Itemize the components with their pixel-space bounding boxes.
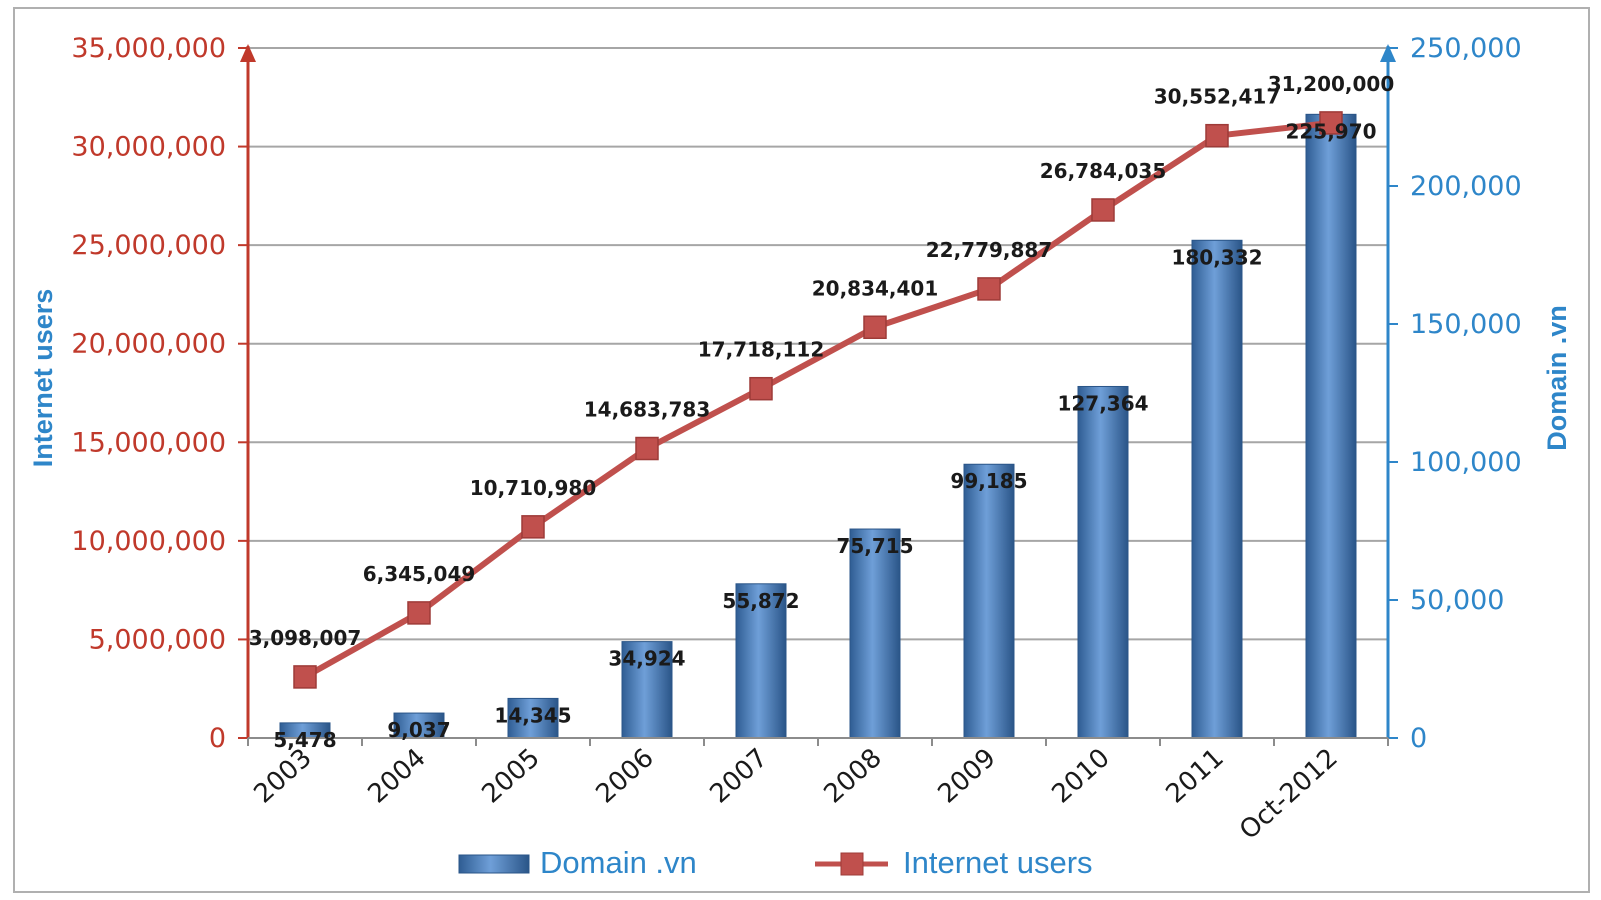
- bar: [849, 528, 901, 739]
- line-data-label: 20,834,401: [812, 276, 939, 300]
- right-tick-label: 250,000: [1410, 33, 1522, 64]
- line-data-label: 3,098,007: [249, 626, 362, 650]
- bar-data-label: 34,924: [608, 647, 685, 671]
- line-point-marker: [863, 315, 887, 340]
- line-data-label: 22,779,887: [926, 238, 1053, 262]
- legend-label-internet-users: Internet users: [903, 845, 1093, 880]
- left-tick-label: 10,000,000: [71, 526, 226, 557]
- right-tick-label: 0: [1410, 723, 1427, 754]
- line-point-marker: [293, 665, 317, 689]
- left-tick-label: 30,000,000: [71, 132, 226, 163]
- line-point-marker: [749, 376, 773, 401]
- legend-swatch-marker: [840, 852, 864, 876]
- line-data-label: 30,552,417: [1154, 85, 1281, 109]
- bar-data-label: 127,364: [1057, 391, 1148, 415]
- legend-item-internet-users: Internet users: [815, 845, 1093, 880]
- line-point-marker: [1319, 111, 1343, 135]
- line-point-marker: [977, 277, 1001, 301]
- left-axis-title: Internet users: [28, 289, 58, 468]
- line-data-label: 6,345,049: [363, 562, 476, 586]
- bar-data-label: 75,715: [836, 534, 913, 558]
- bar-data-label: 9,037: [387, 718, 450, 742]
- right-tick-label: 200,000: [1410, 171, 1522, 202]
- bar: [963, 463, 1015, 739]
- left-tick-label: 20,000,000: [71, 329, 226, 360]
- bar-data-label: 55,872: [722, 589, 799, 613]
- line-data-label: 31,200,000: [1268, 72, 1395, 96]
- right-tick-label: 50,000: [1410, 585, 1504, 616]
- bar: [735, 583, 787, 739]
- bar: [393, 712, 445, 739]
- left-axis-arrow: [240, 44, 256, 62]
- line-point-marker: [1205, 123, 1229, 148]
- data-labels: 5,478 9,037 14,345 34,924 55,872 75,715 99,185…: [249, 72, 1395, 752]
- bar-data-label: 14,345: [494, 703, 571, 727]
- right-axis-title: Domain .vn: [1542, 305, 1572, 451]
- left-tick-label: 35,000,000: [71, 33, 226, 64]
- bar-data-label: 5,478: [273, 728, 336, 752]
- bar: [1305, 113, 1357, 739]
- right-tick-label: 150,000: [1410, 309, 1522, 340]
- line-point-marker: [521, 515, 545, 539]
- bar: [1191, 239, 1243, 739]
- line-data-label: 26,784,035: [1040, 159, 1167, 183]
- internet-users-line: [303, 119, 1332, 680]
- left-tick-label: 0: [209, 723, 226, 754]
- legend-label-domain: Domain .vn: [540, 845, 697, 880]
- bar-data-label: 99,185: [950, 469, 1027, 493]
- legend-swatch-bar: [458, 854, 530, 874]
- right-tick-label: 100,000: [1410, 447, 1522, 478]
- bar-series: [279, 113, 1357, 739]
- bar-data-label: 225,970: [1285, 119, 1376, 143]
- bar: [1077, 385, 1129, 739]
- line-data-label: 10,710,980: [470, 476, 597, 500]
- left-tick-label: 5,000,000: [89, 624, 226, 655]
- left-tick-label: 25,000,000: [71, 230, 226, 261]
- right-axis-arrow: [1380, 44, 1396, 62]
- line-data-label: 17,718,112: [698, 338, 825, 362]
- left-tick-label: 15,000,000: [71, 427, 226, 458]
- line-series: [293, 111, 1343, 689]
- line-point-marker: [1091, 198, 1115, 222]
- line-point-marker: [635, 436, 659, 461]
- bar: [621, 641, 673, 739]
- bar-data-label: 180,332: [1171, 245, 1262, 269]
- legend-item-domain: Domain .vn: [458, 845, 697, 880]
- line-data-label: 14,683,783: [584, 398, 711, 422]
- legend: Domain .vn Internet users: [458, 845, 1093, 880]
- line-point-marker: [407, 601, 431, 625]
